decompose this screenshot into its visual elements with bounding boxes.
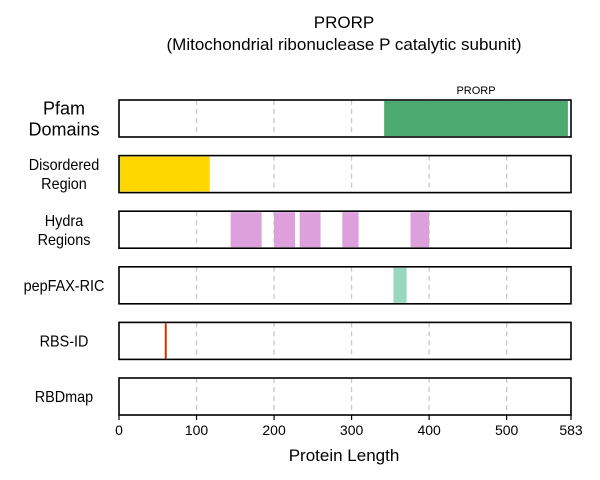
hydra-regions-segment-3 — [299, 212, 321, 248]
track-label-rbdmap: RBDmap — [35, 388, 93, 406]
x-tick-label: 200 — [262, 422, 286, 438]
track-label-hydra-regions: Hydra Regions — [38, 212, 91, 249]
segment-layer: PRORP — [119, 85, 568, 359]
domain-label-prorp: PRORP — [456, 85, 495, 97]
x-tick-label: 0 — [115, 422, 123, 438]
rbs-id-site-1 — [164, 323, 167, 359]
hydra-regions-segment-1 — [230, 212, 262, 248]
x-tick-label: 583 — [559, 422, 583, 438]
track-label-disordered-region: Disordered Region — [29, 157, 99, 194]
grid-layer — [195, 100, 508, 415]
hydra-regions-segment-2 — [274, 212, 295, 248]
track-label-rbs-id: RBS-ID — [40, 333, 89, 351]
track-label-pfam-domains: Pfam Domains — [28, 98, 99, 139]
track-frame-rbs-id — [118, 321, 572, 361]
track-frame-rbdmap — [118, 377, 572, 416]
disordered-region-segment-1 — [119, 156, 210, 192]
x-tick-label: 500 — [495, 422, 519, 438]
pfam-domains-segment-1 — [384, 101, 568, 136]
track-label-layer: Pfam Domains Disordered Region Hydra Regions p… — [24, 98, 105, 406]
track-frame-pepfax-ric — [118, 265, 572, 305]
x-tick-label: 100 — [185, 422, 209, 438]
x-axis-label: Protein Length — [289, 446, 400, 465]
track-frame-layer — [118, 99, 572, 416]
x-tick-label: 400 — [417, 422, 441, 438]
chart-title: PRORP — [314, 13, 374, 32]
track-frame-pfam-domains — [118, 99, 572, 138]
track-frame-disordered-region — [118, 154, 572, 194]
hydra-regions-segment-5 — [410, 212, 430, 248]
track-label-pepfax-ric: pepFAX-RIC — [24, 277, 105, 295]
x-tick-label: 300 — [340, 422, 364, 438]
hydra-regions-segment-4 — [342, 212, 359, 248]
track-frame-hydra-regions — [118, 210, 572, 249]
chart-subtitle: (Mitochondrial ribonuclease P catalytic … — [167, 35, 522, 54]
x-axis: 0 100 200 300 400 500 583 — [115, 415, 583, 438]
pepfax-ric-segment-1 — [393, 267, 407, 303]
